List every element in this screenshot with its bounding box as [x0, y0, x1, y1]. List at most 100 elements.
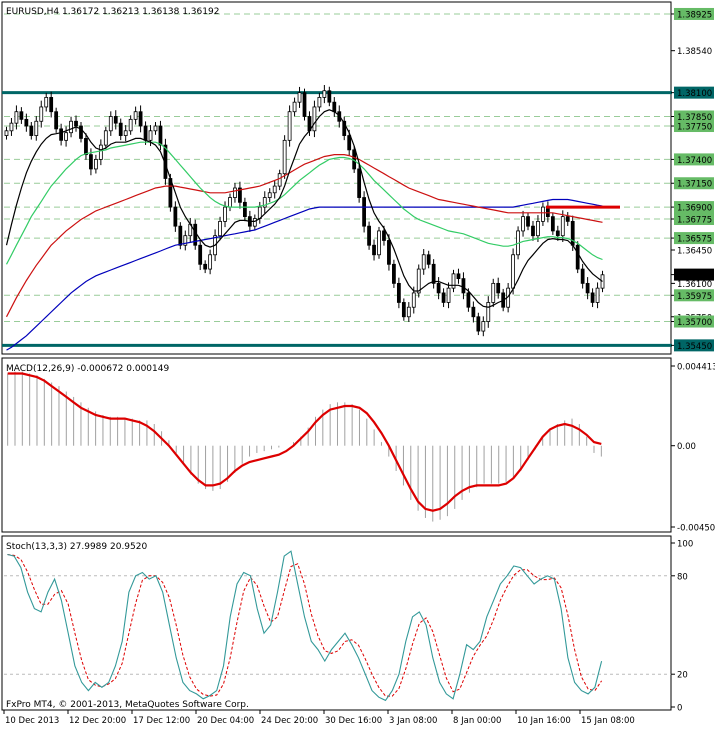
candle-body — [347, 135, 352, 151]
candle-body — [49, 97, 54, 113]
candle-body — [416, 268, 421, 294]
candle-body — [243, 201, 247, 218]
ma-black-line — [5, 109, 603, 308]
stoch-axis-label: 0 — [677, 704, 682, 714]
candle-body — [148, 130, 153, 141]
candle-body — [436, 282, 441, 294]
candle-body — [372, 244, 376, 256]
main-pane-frame — [1, 1, 672, 355]
macd-pane-frame — [1, 357, 672, 533]
candle-body — [89, 154, 93, 170]
price-axis-label: 1.38100 — [677, 89, 712, 99]
candle-body — [282, 139, 287, 175]
candle-body — [555, 230, 560, 237]
candle-body — [133, 111, 138, 120]
candle-body — [113, 116, 118, 124]
level-badge — [674, 86, 714, 99]
candle-body — [84, 138, 88, 156]
candle-body — [262, 197, 267, 208]
candle-body — [560, 216, 565, 237]
price-axis-label: 1.38540 — [677, 47, 712, 57]
time-axis-label: 8 Jan 00:00 — [453, 716, 501, 726]
candle-body — [550, 216, 555, 232]
candle-body — [357, 168, 362, 198]
candle-body — [272, 185, 277, 194]
time-axis-label: 10 Dec 2013 — [5, 716, 59, 726]
stoch-pane-frame — [1, 535, 672, 711]
candle-body — [531, 225, 535, 237]
candle-body — [14, 111, 19, 124]
price-axis-label: 1.35450 — [677, 342, 712, 352]
time-axis-label: 30 Dec 16:00 — [325, 716, 382, 726]
candle-body — [401, 302, 406, 318]
candle-body — [233, 187, 237, 198]
price-axis-label: 1.36900 — [677, 204, 712, 214]
time-axis: 10 Dec 2013 12 Dec 20:00 17 Dec 12:00 20 De… — [3, 710, 635, 726]
candle-body — [9, 122, 14, 132]
level-badge — [674, 120, 714, 133]
candle-body — [411, 292, 416, 308]
stoch-axis-label: 100 — [677, 540, 693, 550]
candle-body — [431, 263, 436, 284]
candle-body — [406, 306, 411, 318]
price-axis-label: 1.37150 — [677, 180, 712, 190]
price-axis-label: 1.35975 — [677, 292, 712, 302]
candle-body — [223, 206, 227, 222]
candle-body — [64, 132, 68, 141]
time-axis-label: 10 Jan 16:00 — [517, 716, 571, 726]
ma-red-line — [5, 154, 603, 318]
candle-body — [565, 216, 570, 222]
candle-body — [461, 278, 466, 294]
time-axis-label: 24 Dec 20:00 — [261, 716, 318, 726]
candle-body — [575, 244, 580, 270]
candle-body — [441, 292, 446, 303]
candle-body — [24, 118, 29, 127]
candle-body — [451, 273, 456, 289]
candle-body — [74, 120, 78, 127]
time-axis-label: 20 Dec 04:00 — [197, 716, 254, 726]
candle-body — [481, 321, 486, 332]
time-axis-label: 17 Dec 12:00 — [133, 716, 190, 726]
candle-body — [396, 282, 401, 303]
price-axis-label: 1.37400 — [677, 156, 712, 166]
price-axis-label: 1.36450 — [677, 247, 712, 257]
candle-body — [173, 206, 178, 227]
price-axis-label: 1.36100 — [677, 280, 712, 290]
stoch-axis-label: 20 — [677, 671, 688, 681]
macd-info: MACD(12,26,9) -0.000672 0.000149 — [6, 364, 169, 374]
candle-body — [228, 197, 232, 208]
candle-body — [178, 225, 183, 246]
candle-body — [287, 111, 292, 141]
candle-body — [138, 111, 143, 127]
candle-body — [392, 263, 396, 284]
current-price-badge — [674, 268, 714, 281]
candle-body — [158, 125, 163, 146]
stochastic-pane[interactable]: 100 80 20 0 — [4, 540, 693, 714]
level-badge — [674, 153, 714, 166]
candle-body — [29, 125, 34, 136]
candle-body — [143, 125, 148, 141]
candle-body — [267, 192, 272, 198]
candle-body — [342, 120, 347, 136]
candle-body — [153, 125, 158, 132]
candle-body — [69, 120, 73, 134]
candle-body — [312, 106, 317, 132]
candle-body — [580, 268, 585, 284]
price-axis-label: 1.36775 — [677, 216, 712, 226]
candle-body — [377, 230, 381, 256]
level-badge — [674, 315, 714, 328]
candle-body — [585, 282, 590, 294]
candle-body — [426, 254, 431, 265]
candle-body — [387, 240, 391, 265]
symbol-info: EURUSD,H4 1.36172 1.36213 1.36138 1.3619… — [6, 7, 219, 17]
level-badge — [674, 289, 714, 302]
candle-body — [34, 120, 39, 136]
candle-body — [183, 235, 188, 246]
candle-body — [4, 130, 9, 136]
price-axis-label: 1.35700 — [677, 318, 712, 328]
stoch-info: Stoch(13,3,3) 27.9989 20.9520 — [6, 542, 147, 552]
